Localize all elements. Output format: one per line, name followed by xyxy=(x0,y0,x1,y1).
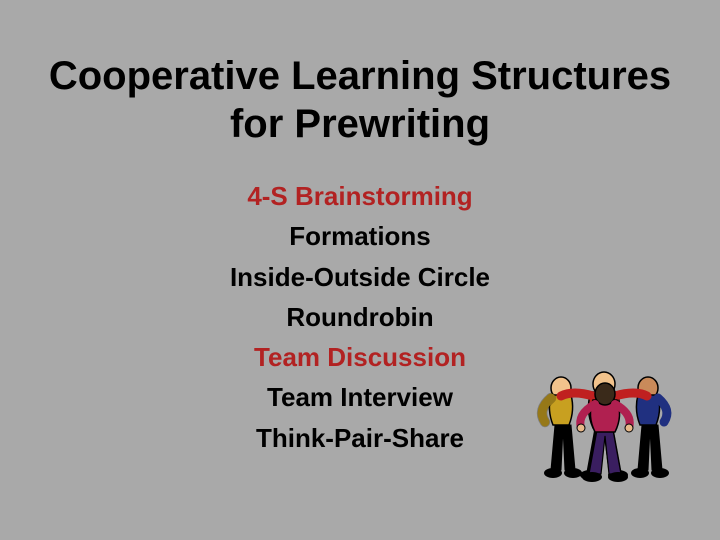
team-huddle-icon xyxy=(527,370,682,485)
slide-title: Cooperative Learning Structures for Prew… xyxy=(0,52,720,148)
list-item: Roundrobin xyxy=(0,297,720,337)
slide: Cooperative Learning Structures for Prew… xyxy=(0,0,720,540)
title-line-2: for Prewriting xyxy=(0,100,720,148)
list-item: Inside-Outside Circle xyxy=(0,257,720,297)
title-line-1: Cooperative Learning Structures xyxy=(0,52,720,100)
list-item: Formations xyxy=(0,216,720,256)
list-item: 4-S Brainstorming xyxy=(0,176,720,216)
